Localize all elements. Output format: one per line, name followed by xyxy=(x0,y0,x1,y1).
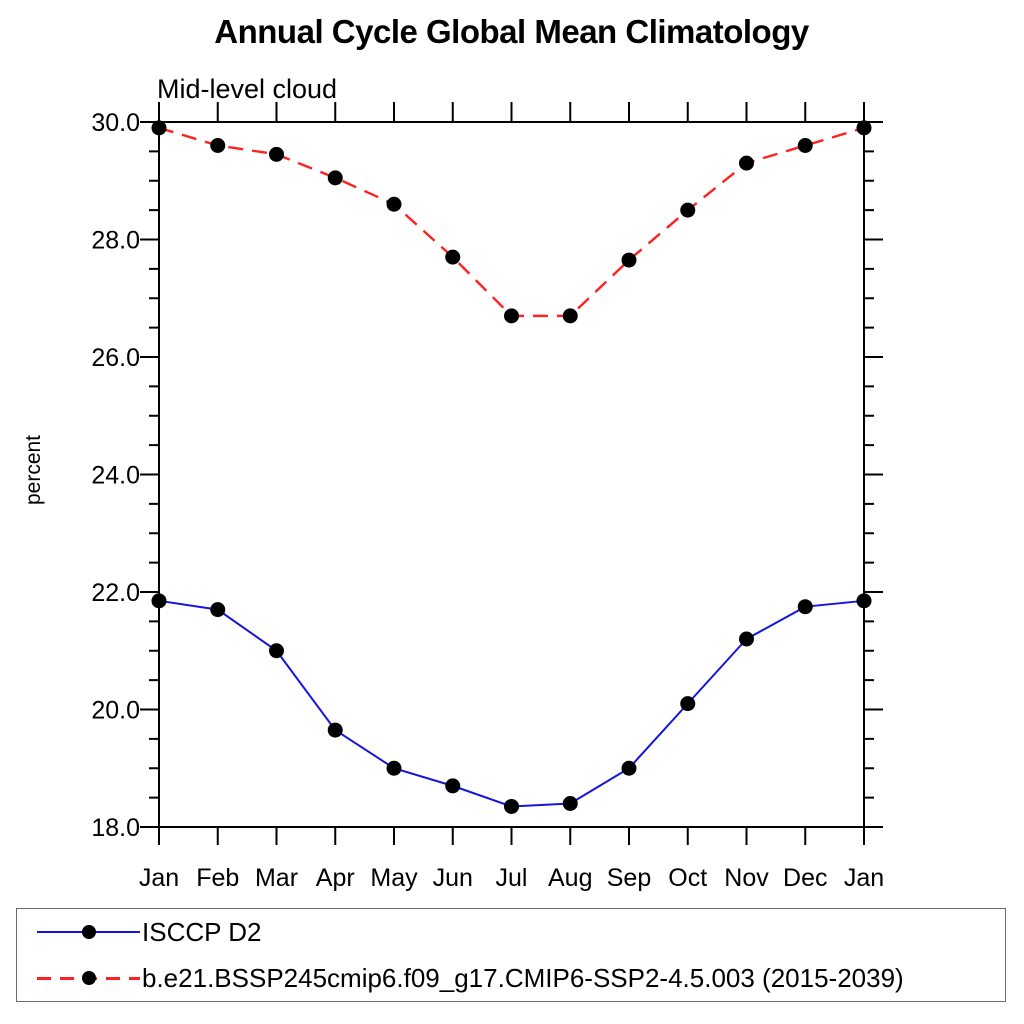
series-line-1 xyxy=(158,126,865,318)
legend-box: ISCCP D2 b.e21.BSSP245cmip6.f09_g17.CMIP… xyxy=(16,908,1006,1002)
data-point xyxy=(739,155,754,171)
data-point xyxy=(797,138,813,153)
chart-subtitle: Mid-level cloud xyxy=(157,74,338,104)
data-point xyxy=(562,308,578,324)
data-point xyxy=(680,202,696,218)
legend-line-sample xyxy=(37,925,140,939)
data-point xyxy=(739,631,754,647)
y-tick-label: 30.0 xyxy=(91,109,140,137)
y-tick-label: 20.0 xyxy=(91,697,140,725)
data-point xyxy=(151,120,167,136)
data-point xyxy=(680,696,696,712)
data-point xyxy=(504,798,519,814)
x-tick-label: Oct xyxy=(668,864,707,892)
x-tick-label: Jun xyxy=(433,864,473,892)
data-point xyxy=(504,308,519,324)
x-tick-label: Aug xyxy=(548,864,592,892)
y-tick-label: 22.0 xyxy=(91,579,140,607)
legend-line-sample xyxy=(37,971,140,985)
data-point xyxy=(327,722,343,738)
legend-item: b.e21.BSSP245cmip6.f09_g17.CMIP6-SSP2-4.… xyxy=(17,955,1005,1001)
data-point xyxy=(269,146,284,162)
data-point xyxy=(856,120,872,136)
data-point xyxy=(445,778,461,794)
data-point xyxy=(386,760,402,776)
data-point xyxy=(856,593,872,609)
x-tick-label: Apr xyxy=(316,864,355,892)
x-tick-label: Jul xyxy=(496,864,528,892)
data-point xyxy=(151,593,167,609)
y-tick-label: 18.0 xyxy=(91,814,140,842)
x-tick-label: Feb xyxy=(196,864,239,892)
legend-marker-icon xyxy=(81,971,96,985)
data-point xyxy=(210,602,226,618)
data-point xyxy=(445,249,461,265)
x-tick-label: Mar xyxy=(255,864,298,892)
x-tick-label: Sep xyxy=(607,864,651,892)
y-tick-label: 28.0 xyxy=(91,227,140,255)
data-point xyxy=(797,599,813,615)
x-tick-label: Dec xyxy=(783,864,827,892)
data-point xyxy=(386,196,402,212)
y-tick-label: 24.0 xyxy=(91,462,140,490)
legend-marker-icon xyxy=(81,925,96,939)
data-point xyxy=(621,760,637,776)
data-point xyxy=(269,643,284,659)
x-tick-label: May xyxy=(370,864,418,892)
legend-label: ISCCP D2 xyxy=(142,917,262,947)
data-point xyxy=(621,252,637,268)
plot-frame xyxy=(158,121,865,828)
y-tick-label: 26.0 xyxy=(91,344,140,372)
x-tick-label: Nov xyxy=(724,864,769,892)
chart-title: Annual Cycle Global Mean Climatology xyxy=(214,13,809,50)
data-point xyxy=(327,170,343,186)
data-point xyxy=(562,796,578,811)
legend-item: ISCCP D2 xyxy=(17,909,1005,955)
series-line-0 xyxy=(158,599,865,808)
x-tick-label: Jan xyxy=(139,864,179,892)
data-point xyxy=(210,138,226,153)
legend-label: b.e21.BSSP245cmip6.f09_g17.CMIP6-SSP2-4.… xyxy=(142,963,904,993)
x-tick-label: Jan xyxy=(844,864,884,892)
